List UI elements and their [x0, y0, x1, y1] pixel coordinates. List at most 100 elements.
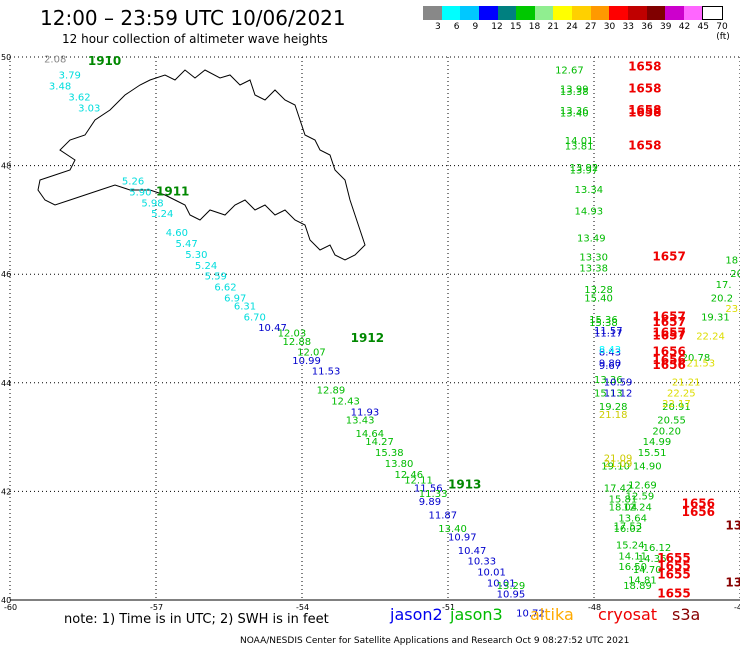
wave-height-label: 3.79	[59, 71, 81, 82]
map-subtitle: 12 hour collection of altimeter wave hei…	[62, 32, 328, 46]
wave-height-label: 20.78	[682, 353, 711, 364]
wave-height-label: 13.99	[560, 84, 589, 95]
scale-label: 24	[566, 22, 578, 32]
wave-height-label: 12.88	[283, 337, 312, 348]
wave-height-label: 15.38	[589, 318, 618, 329]
pass-time-label: 1910	[88, 54, 121, 68]
lon-tick-label: -51	[442, 603, 455, 612]
wave-height-label: 13.36	[594, 375, 623, 386]
scale-swatch	[609, 6, 628, 20]
wave-height-label: 15.81	[609, 494, 638, 505]
wave-height-label: 13.97	[570, 166, 599, 177]
wave-height-label: 12.03	[278, 329, 307, 340]
satellite-legend-jason3: jason3	[450, 605, 503, 624]
wave-height-label: 12.07	[297, 348, 326, 359]
satellite-legend-jason2: jason2	[390, 605, 443, 624]
wave-height-label: 16.12	[643, 543, 672, 554]
scale-swatch	[497, 6, 517, 20]
scale-swatch	[478, 6, 498, 20]
color-scale-labels: 3 6 9 12 15 18 21 24 27 30 33 36 39 42 45 70 (ft)	[423, 22, 738, 42]
wave-height-label: 23.36	[725, 304, 740, 315]
pass-time-label: 1656	[652, 345, 685, 359]
wave-height-label: 5.47	[175, 239, 197, 250]
wave-height-label: 13.38	[560, 87, 589, 98]
wave-height-label: 14.93	[575, 206, 604, 217]
wave-height-label: 5.24	[151, 209, 173, 220]
wave-height-label: 5.59	[205, 272, 227, 283]
pass-time-label: 1657	[652, 326, 685, 340]
wave-height-label: 13.30	[579, 253, 608, 264]
wave-height-label: 13.40	[438, 524, 467, 535]
pass-time-label: 1911	[156, 184, 189, 198]
scale-swatch	[627, 6, 647, 20]
wave-height-label: 13.40	[560, 109, 589, 120]
wave-height-label: 6.97	[224, 293, 246, 304]
scale-swatch	[590, 6, 610, 20]
wave-height-label: 21.18	[599, 410, 628, 421]
wave-height-label: 21.09	[604, 454, 633, 465]
wave-height-label: 3.03	[78, 103, 100, 114]
satellite-legend-s3a: s3a	[672, 605, 701, 624]
wave-height-label: 22.25	[667, 388, 696, 399]
wave-height-label: 14.70	[633, 565, 662, 576]
scale-swatch	[665, 6, 684, 20]
wave-height-label: 15.51	[638, 448, 667, 459]
wave-height-label: 14.11	[618, 551, 647, 562]
pass-time-label: 1658	[628, 81, 661, 95]
wave-height-label: 17.42	[604, 483, 633, 494]
wave-height-label: 13.81	[565, 141, 594, 152]
scale-label: 27	[585, 22, 597, 32]
scale-label: 21	[547, 22, 559, 32]
wave-height-label: 10.95	[497, 589, 526, 600]
wave-height-label: 18	[725, 255, 738, 266]
wave-height-label: 17.	[716, 280, 732, 291]
scale-swatch	[423, 6, 442, 20]
lat-tick-label: 48	[1, 162, 11, 171]
wave-height-label: 14.81	[628, 576, 657, 587]
pass-time-label: 1913	[448, 478, 481, 492]
wave-height-label: 3.62	[68, 92, 90, 103]
wave-height-label: 2.08	[44, 54, 66, 65]
pass-time-label: 1656	[652, 353, 685, 367]
pass-time-label: 1658	[628, 60, 661, 74]
wave-height-label: 12.43	[331, 397, 360, 408]
pass-time-label: 1658	[628, 138, 661, 152]
lon-tick-label: -48	[588, 603, 601, 612]
wave-height-label: 14.90	[633, 462, 662, 473]
lat-tick-label: 40	[1, 596, 11, 605]
wave-height-label: 15.24	[616, 540, 645, 551]
scale-label: 12	[491, 22, 503, 32]
wave-height-label: 10.59	[604, 378, 633, 389]
pass-time-label: 1658	[628, 106, 661, 120]
wave-height-label: 6.62	[214, 282, 236, 293]
wave-height-label: 11.56	[414, 483, 443, 494]
wave-height-label: 20.55	[657, 416, 686, 427]
wave-height-label: 5.30	[185, 250, 207, 261]
scale-swatch	[683, 6, 703, 20]
wave-height-label: 6.31	[234, 301, 256, 312]
wave-height-label: 13.49	[577, 234, 606, 245]
pass-time-label: 1657	[652, 315, 685, 329]
wave-height-label: 14.64	[356, 429, 385, 440]
wave-height-label: 19.31	[701, 312, 730, 323]
wave-height-label: 11.17	[594, 329, 623, 340]
wave-height-label: 16.50	[618, 562, 647, 573]
wave-height-label: 6.70	[244, 312, 266, 323]
wave-height-label: 17.53	[613, 521, 642, 532]
wave-height-label: 12.11	[404, 475, 433, 486]
wave-height-label: 11.33	[419, 489, 448, 500]
pass-time-label: 1655	[657, 567, 690, 581]
pass-time-label: 1656	[682, 505, 715, 519]
wave-height-label: 15.40	[584, 293, 613, 304]
scale-swatch	[460, 6, 479, 20]
wave-height-label: 12.89	[317, 386, 346, 397]
credit-line: NOAA/NESDIS Center for Satellite Applica…	[240, 636, 630, 646]
wave-height-label: 10.01	[487, 578, 516, 589]
scale-swatch	[702, 6, 723, 20]
scale-label: 18	[528, 22, 541, 32]
wave-height-label: 20.2	[711, 293, 733, 304]
wave-height-label: 14.99	[643, 437, 672, 448]
wave-height-label: 13.28	[584, 285, 613, 296]
wave-height-label: 13.34	[575, 185, 604, 196]
scale-label: 9	[472, 22, 479, 32]
